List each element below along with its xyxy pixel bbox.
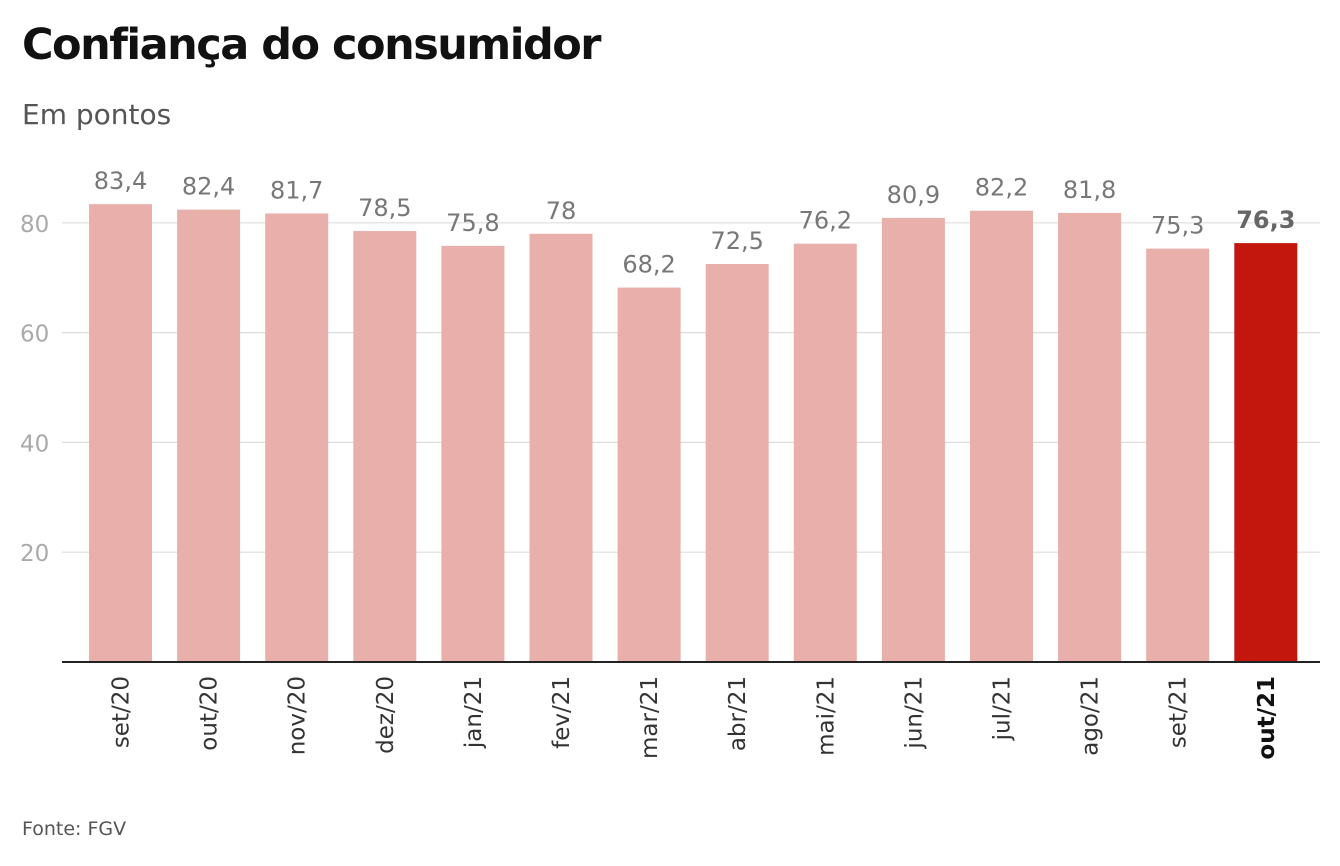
chart-title: Confiança do consumidor (22, 20, 601, 70)
category-label: jan/21 (461, 676, 487, 749)
value-label: 82,4 (182, 173, 235, 201)
bar-jul-21 (970, 210, 1033, 663)
bar-nov-20 (265, 213, 329, 663)
bar-jun-21 (881, 217, 945, 662)
bar-chart: 83,4 82,4 81,7 78,5 75,8 78 68,2 72,5 76,2 80,9 82… (20, 167, 1320, 760)
bar-mar-21 (617, 287, 681, 662)
category-label: dez/20 (373, 676, 399, 754)
bar-out-20 (177, 209, 241, 662)
category-label: set/20 (109, 676, 135, 748)
category-label: nov/20 (285, 676, 311, 755)
value-label: 78,5 (358, 194, 411, 222)
bar-out-21 (1234, 243, 1298, 662)
category-label: fev/21 (549, 676, 575, 749)
y-tick-label: 20 (20, 541, 49, 567)
y-tick-label: 60 (20, 322, 49, 348)
value-labels: 83,4 82,4 81,7 78,5 75,8 78 68,2 72,5 76,2 80,9 82… (94, 167, 1296, 278)
category-label: jun/21 (901, 676, 927, 750)
value-label: 81,8 (1063, 176, 1116, 204)
bar-ago-21 (1058, 212, 1122, 662)
category-label: out/21 (1254, 676, 1280, 760)
value-label: 68,2 (622, 251, 675, 279)
bar-set-21 (1146, 248, 1210, 662)
value-label: 76,2 (799, 207, 852, 235)
category-label: mar/21 (637, 676, 663, 759)
grid-lines (62, 222, 1320, 553)
value-label: 78 (546, 197, 577, 225)
y-tick-label: 80 (20, 212, 49, 238)
value-label: 72,5 (710, 227, 763, 255)
bar-dez-20 (353, 231, 417, 662)
chart-subtitle: Em pontos (22, 98, 172, 131)
y-tick-label: 40 (20, 431, 49, 457)
value-label: 81,7 (270, 176, 323, 204)
category-label: ago/21 (1078, 676, 1104, 756)
category-label: abr/21 (725, 676, 751, 751)
bar-jan-21 (441, 245, 505, 662)
category-label: jul/21 (990, 676, 1016, 741)
axes: 20 40 60 80 set/20 out/20 nov/20 dez/20 jan/21 fe… (20, 212, 1320, 760)
bar-fev-21 (529, 233, 593, 662)
value-label: 83,4 (94, 167, 147, 195)
value-label: 80,9 (887, 181, 940, 209)
value-label: 75,3 (1151, 212, 1204, 240)
category-label: out/20 (197, 676, 223, 751)
chart-source: Fonte: FGV (22, 818, 127, 840)
bar-set-20 (89, 204, 152, 662)
value-label: 76,3 (1236, 206, 1295, 234)
value-label: 75,8 (446, 209, 499, 237)
bar-abr-21 (705, 263, 769, 662)
bars (89, 204, 1298, 663)
bar-mai-21 (793, 243, 857, 663)
category-label: mai/21 (813, 676, 839, 756)
value-label: 82,2 (975, 174, 1028, 202)
category-label: set/21 (1166, 676, 1192, 748)
